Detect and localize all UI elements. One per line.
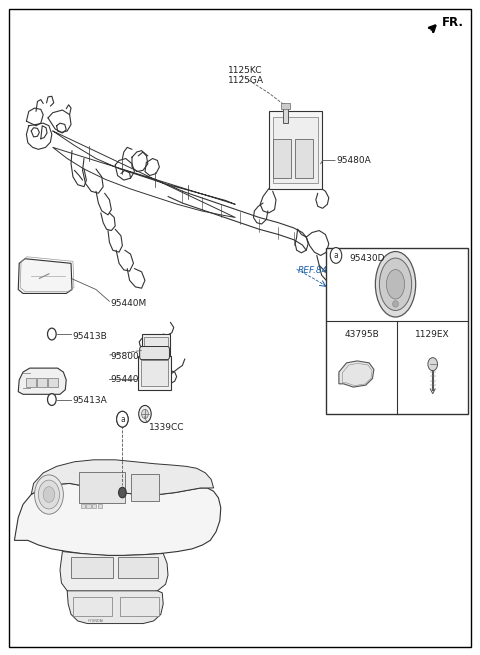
- Circle shape: [48, 394, 56, 405]
- Bar: [142, 334, 170, 362]
- Text: 1129EX: 1129EX: [397, 322, 432, 331]
- Polygon shape: [18, 259, 72, 293]
- Bar: [295, 139, 313, 178]
- Text: 95440M: 95440M: [110, 299, 147, 308]
- Bar: [138, 356, 171, 390]
- Bar: [141, 360, 168, 386]
- Ellipse shape: [386, 270, 405, 299]
- Bar: [92, 504, 96, 508]
- Bar: [131, 474, 159, 501]
- Text: 1129EX: 1129EX: [415, 329, 450, 339]
- Polygon shape: [18, 368, 66, 394]
- Polygon shape: [339, 361, 374, 387]
- Text: 95430D: 95430D: [349, 253, 385, 263]
- Bar: [120, 597, 159, 616]
- Ellipse shape: [379, 258, 412, 310]
- Polygon shape: [31, 460, 214, 495]
- Text: 1125GA: 1125GA: [228, 76, 264, 85]
- Bar: [283, 107, 288, 123]
- Bar: [81, 504, 85, 508]
- Bar: [269, 111, 322, 189]
- Ellipse shape: [375, 252, 416, 317]
- Text: a: a: [120, 415, 125, 424]
- Bar: [281, 103, 290, 109]
- Text: a: a: [120, 415, 125, 424]
- Bar: [273, 139, 291, 178]
- Text: 95440K: 95440K: [110, 375, 145, 384]
- Bar: [144, 337, 168, 358]
- Bar: [26, 378, 36, 387]
- Bar: [326, 248, 468, 414]
- Bar: [37, 378, 47, 387]
- Text: 95413A: 95413A: [72, 396, 107, 405]
- Polygon shape: [60, 552, 168, 596]
- Circle shape: [48, 328, 56, 340]
- FancyBboxPatch shape: [140, 346, 169, 360]
- Circle shape: [139, 405, 151, 422]
- Polygon shape: [14, 483, 221, 555]
- Circle shape: [330, 248, 342, 263]
- Circle shape: [117, 411, 128, 427]
- Ellipse shape: [393, 301, 398, 307]
- Circle shape: [38, 480, 60, 509]
- Text: 95800K: 95800K: [110, 352, 145, 362]
- Text: 95480A: 95480A: [336, 156, 371, 165]
- Text: 95413B: 95413B: [72, 331, 107, 341]
- Text: FR.: FR.: [442, 16, 464, 29]
- Text: 1125KC: 1125KC: [228, 66, 263, 75]
- Text: 95430D: 95430D: [377, 252, 412, 261]
- Bar: [79, 472, 125, 503]
- Circle shape: [35, 475, 63, 514]
- Bar: [118, 557, 158, 578]
- Circle shape: [119, 487, 126, 498]
- Circle shape: [43, 487, 55, 502]
- Bar: [48, 378, 58, 387]
- Polygon shape: [67, 591, 163, 624]
- Circle shape: [428, 358, 438, 371]
- Circle shape: [117, 411, 128, 427]
- Text: HYUNDAI: HYUNDAI: [87, 619, 103, 623]
- Text: 1339CC: 1339CC: [149, 422, 184, 432]
- Bar: [273, 117, 318, 183]
- Bar: [86, 504, 91, 508]
- Text: a: a: [334, 251, 338, 260]
- Bar: [71, 557, 113, 578]
- Text: 43795B: 43795B: [326, 322, 360, 331]
- Bar: [73, 597, 112, 616]
- Circle shape: [142, 409, 148, 419]
- Bar: [98, 504, 102, 508]
- Text: REF.84-847: REF.84-847: [298, 266, 348, 275]
- Text: 43795B: 43795B: [345, 329, 379, 339]
